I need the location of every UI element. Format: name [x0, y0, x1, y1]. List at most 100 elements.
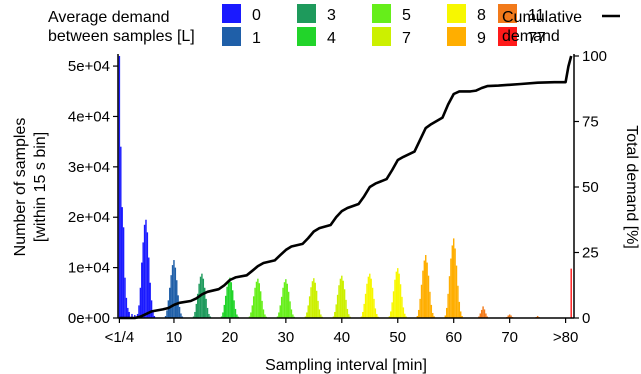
histogram-bar	[150, 300, 153, 318]
histogram-bar	[450, 258, 452, 318]
histogram-bar	[398, 273, 400, 318]
histogram-bar	[127, 307, 129, 318]
histogram-bar	[231, 290, 234, 318]
histogram-bar	[146, 232, 149, 318]
histogram-bar	[259, 291, 262, 318]
histogram-bar	[508, 314, 511, 318]
histogram-bar	[404, 313, 406, 318]
histogram-bar	[236, 314, 238, 318]
histogram-bar	[170, 275, 172, 318]
histogram-bar	[315, 290, 318, 318]
legend: Average demand between samples [L] 0 1 3 4 5 7 8…	[48, 4, 620, 47]
histogram-bar	[570, 268, 572, 318]
histogram-bar	[371, 287, 374, 318]
histogram-bar	[139, 287, 142, 318]
histogram-bar	[171, 265, 174, 318]
legend-swatch	[297, 4, 316, 23]
histogram-bar	[149, 282, 151, 318]
histogram-bar	[194, 311, 196, 318]
histogram-bar	[480, 309, 483, 318]
legend-swatch	[297, 27, 316, 46]
histogram-bar	[339, 278, 342, 318]
histogram-bar	[432, 312, 434, 318]
legend-item-label: 1	[252, 30, 261, 47]
histogram-bar	[122, 227, 125, 318]
histogram-bar	[292, 314, 294, 318]
x-axis-title: Sampling interval [min]	[265, 357, 427, 374]
histogram-bar	[336, 294, 339, 318]
histogram-bar	[342, 280, 344, 318]
legend-title-line-2: between samples [L]	[48, 28, 195, 45]
legend-swatch	[498, 27, 517, 46]
histogram-bar	[199, 276, 202, 318]
axis-labels: <1/4 10 20 30 40 50 60 70 >80 0e+00 1e+04 2e+04 3e+0…	[12, 48, 640, 374]
histogram-bar	[134, 314, 136, 318]
histogram-bar	[280, 296, 283, 318]
x-tick-label: >80	[553, 329, 578, 346]
legend-item-label: 8	[477, 7, 486, 24]
histogram-bar	[230, 282, 233, 318]
histogram-bar	[202, 278, 205, 318]
histogram-bar	[306, 312, 308, 318]
histogram-bar	[166, 310, 168, 318]
legend-item-label: 0	[252, 7, 261, 24]
histogram-bar	[282, 287, 284, 318]
histogram-bar	[369, 273, 371, 318]
histogram-bar	[401, 296, 403, 318]
histogram-bar	[124, 277, 126, 318]
histogram-bar	[208, 313, 210, 318]
legend-item-label: 11	[528, 7, 545, 24]
histogram-bar	[399, 284, 402, 318]
histogram-bar	[374, 308, 377, 318]
legend-swatch	[447, 27, 466, 46]
histogram-bar	[376, 313, 378, 318]
legend-item-label: 77	[528, 30, 546, 47]
histogram-bar	[220, 316, 223, 318]
histogram-bar	[423, 260, 426, 318]
histogram-bar	[318, 309, 321, 318]
histogram-bar	[143, 224, 146, 318]
histogram-bar	[198, 283, 200, 318]
histogram-bar	[341, 275, 343, 318]
histogram-bar	[141, 262, 143, 318]
histogram-bar	[283, 282, 286, 318]
legend-swatch	[372, 4, 391, 23]
y2-tick-label: 0	[582, 310, 590, 327]
histogram-bar	[233, 300, 235, 318]
y-tick-label: 4e+04	[68, 108, 110, 125]
histogram-bar	[422, 270, 424, 318]
histogram-bar	[458, 301, 461, 318]
histogram-bar	[308, 296, 311, 318]
histogram-bar	[251, 305, 253, 318]
histogram-bar	[343, 289, 346, 318]
y-tick-label: 0e+00	[68, 310, 110, 327]
histogram-bar	[204, 287, 206, 318]
histogram-bar	[229, 277, 231, 318]
histogram-bar	[507, 315, 509, 318]
histogram-bar	[451, 245, 454, 318]
histogram-bar	[363, 303, 365, 318]
histogram-bar	[227, 280, 230, 318]
histogram-bar	[366, 283, 368, 318]
x-tick-label: 10	[166, 329, 183, 346]
histogram-bar	[226, 286, 228, 318]
histogram-bar	[510, 315, 512, 318]
histogram-bar	[455, 265, 458, 318]
histogram-bar	[148, 257, 150, 318]
histogram-bar	[388, 316, 391, 318]
histogram-bar	[195, 303, 198, 318]
y2-tick-label: 100	[582, 48, 607, 65]
histogram-bar	[257, 278, 259, 318]
legend-line-label-2: demand	[502, 28, 560, 45]
y2-tick-label: 25	[582, 245, 599, 262]
histogram-bar	[176, 280, 178, 318]
x-tick-label: 30	[278, 329, 295, 346]
histogram-bar	[136, 313, 139, 318]
histogram-bar	[118, 56, 121, 318]
histogram-bar	[248, 316, 251, 318]
histogram-bar	[289, 301, 291, 318]
histogram-bar	[418, 309, 420, 318]
y2-tick-label: 50	[582, 179, 599, 196]
histogram-bar	[485, 313, 487, 318]
histogram-bar	[447, 293, 449, 318]
